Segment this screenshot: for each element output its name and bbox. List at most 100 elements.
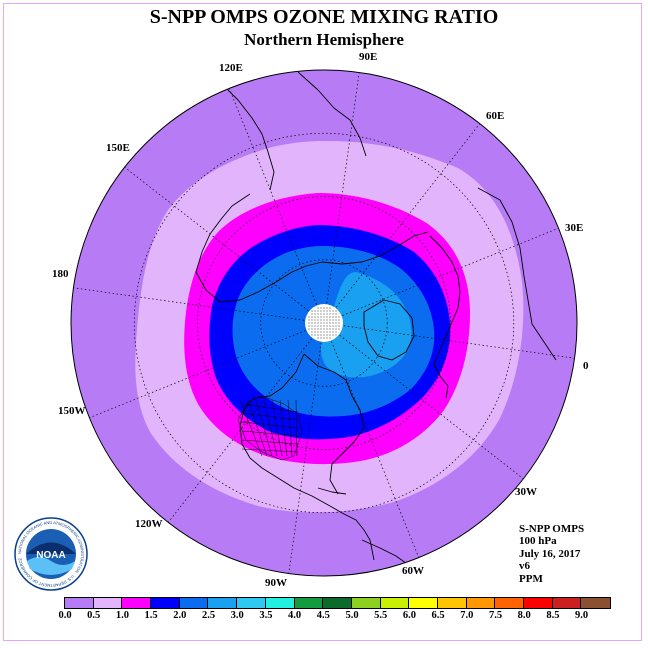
stipple-dot: [338, 316, 340, 318]
stipple-dot: [326, 319, 328, 321]
hatch-line: [247, 399, 268, 457]
stipple-dot: [317, 310, 319, 312]
stipple-dot: [323, 334, 325, 336]
hatch-line: [241, 421, 299, 429]
hatch-line: [241, 430, 299, 437]
stipple-dot: [317, 307, 319, 309]
stipple-dot: [320, 331, 322, 333]
stipple-dot: [335, 310, 337, 312]
stipple-dot: [311, 328, 313, 330]
colorbar-cell: [65, 598, 94, 608]
colorbar-cell: [265, 598, 295, 608]
lon-label-150e: 150E: [106, 142, 130, 154]
meridian-line: [326, 72, 360, 304]
stipple-dot: [317, 337, 319, 339]
stipple-dot: [326, 307, 328, 309]
stipple-dot: [323, 307, 325, 309]
stipple-dot: [311, 316, 313, 318]
colorbar-tick-label: 7.5: [488, 610, 503, 621]
colorbar-tick-label: 4.5: [316, 610, 330, 621]
stipple-dot: [323, 316, 325, 318]
stipple-dot: [332, 325, 334, 327]
latitude-circle: [260, 259, 388, 387]
stipple-dot: [314, 325, 316, 327]
stipple-dot: [311, 319, 313, 321]
lon-label-30e: 30E: [565, 222, 584, 234]
colorbar-cell: [351, 598, 381, 608]
hatch-line: [241, 439, 299, 445]
stipple-dot: [320, 319, 322, 321]
colorbar-tick-label: 6.5: [431, 610, 445, 621]
stipple-dot: [335, 316, 337, 318]
stipple-dot: [338, 328, 340, 330]
lon-label-60w: 60W: [402, 565, 424, 577]
meridian-line: [124, 166, 309, 311]
coast-greenland: [363, 299, 415, 361]
hatch-line: [287, 399, 293, 457]
noaa-logo-text: NOAA: [36, 550, 65, 561]
stipple-dot: [329, 325, 331, 327]
stipple-dot: [314, 334, 316, 336]
colorbar-tick-label: 8.0: [517, 610, 531, 621]
stipple-dot: [320, 307, 322, 309]
pole-stipple: [308, 307, 340, 339]
stipple-dot: [311, 331, 313, 333]
stipple-dot: [314, 328, 316, 330]
meridian-line: [89, 330, 306, 419]
stipple-dot: [326, 322, 328, 324]
colorbar-cell: [524, 598, 553, 608]
meridian-line: [339, 335, 524, 480]
colorbar-tick-label: 6.0: [402, 610, 416, 621]
stipple-dot: [308, 328, 310, 330]
stipple-dot: [329, 319, 331, 321]
figure-frame: [3, 3, 642, 641]
lon-label-150w: 150W: [58, 405, 86, 417]
stipple-dot: [332, 331, 334, 333]
lon-label-30w: 30W: [515, 486, 537, 498]
lon-label-60e: 60E: [486, 110, 505, 122]
colorbar-tick-label: 5.5: [374, 610, 388, 621]
meridian-line: [228, 88, 317, 305]
stipple-dot: [323, 313, 325, 315]
meridian-line: [336, 123, 481, 308]
stipple-dot: [311, 325, 313, 327]
stipple-dot: [323, 328, 325, 330]
stipple-dot: [332, 319, 334, 321]
colorbar-tick-label: 7.0: [460, 610, 474, 621]
lon-label-90w: 90W: [265, 577, 287, 589]
colorbar-tick-label: 1.5: [144, 610, 158, 621]
stipple-dot: [326, 313, 328, 315]
stipple-dot: [317, 322, 319, 324]
colorbar-cell: [581, 598, 611, 608]
stipple-dot: [311, 313, 313, 315]
stipple-dot: [326, 331, 328, 333]
colorbar-cell: [208, 598, 238, 608]
colorbar-tick-label: 0.5: [87, 610, 101, 621]
stipple-dot: [329, 310, 331, 312]
stipple-dot: [320, 337, 322, 339]
stipple-dot: [308, 322, 310, 324]
colorbar-cell: [466, 598, 496, 608]
stipple-dot: [314, 310, 316, 312]
colorbar-cell: [151, 598, 180, 608]
colorbar-tick-label: 1.0: [115, 610, 129, 621]
stipple-dot: [332, 322, 334, 324]
stipple-dot: [323, 310, 325, 312]
stipple-dot: [329, 337, 331, 339]
stipple-dot: [335, 319, 337, 321]
stipple-dot: [329, 322, 331, 324]
hatch-line: [241, 412, 299, 421]
stipple-dot: [320, 328, 322, 330]
meridian-line: [342, 227, 559, 316]
colorbar-cell: [179, 598, 209, 608]
stipple-dot: [323, 319, 325, 321]
colorbar-cell: [437, 598, 467, 608]
colorbar-cell: [495, 598, 524, 608]
map-title: S-NPP OMPS OZONE MIXING RATIO: [149, 6, 499, 28]
coastlines: [195, 71, 557, 576]
stipple-dot: [329, 307, 331, 309]
map-subtitle: Northern Hemisphere: [244, 30, 404, 49]
hatch-line: [255, 399, 273, 457]
stipple-dot: [314, 331, 316, 333]
pressure-level-label: 100 hPa: [519, 535, 557, 548]
